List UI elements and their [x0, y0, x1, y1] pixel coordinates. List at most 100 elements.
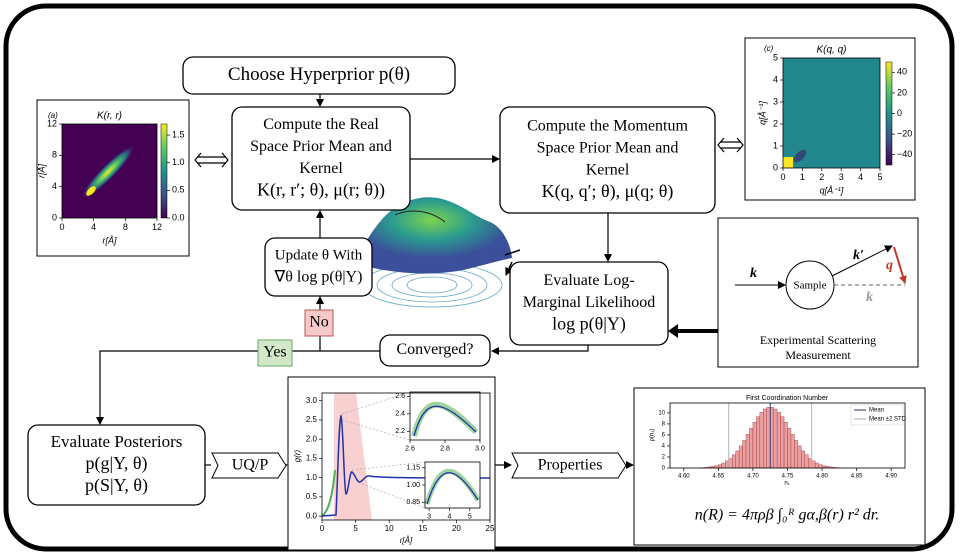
histogram-bar [722, 463, 725, 468]
box-text: Space Prior Mean and [537, 140, 679, 157]
box-text: Converged? [396, 341, 473, 358]
box-text: Evaluate Posteriors [51, 432, 183, 451]
x-axis-label: n₁ [784, 481, 789, 487]
y-axis-label: r[Å] [36, 164, 46, 179]
colorbar-label: 1.5 [172, 129, 185, 139]
legend-label: Mean [869, 408, 884, 414]
x-tick-label: 10 [385, 524, 394, 533]
box-text: Compute the Real [263, 116, 379, 133]
histogram-bar [801, 451, 804, 468]
colorbar-label: 0.5 [172, 185, 185, 195]
histogram-bar [729, 459, 732, 468]
x-tick-label: 5 [468, 513, 472, 520]
heatmap-peak [783, 157, 793, 168]
box-text: K(r, r′; θ), μ(r; θ)) [257, 180, 385, 201]
colorbar [886, 62, 892, 165]
y-tick-label: 0 [773, 162, 778, 172]
histogram-bar [763, 409, 766, 468]
uqp-label: UQ/P [232, 457, 269, 474]
colorbar-label: 0.0 [172, 212, 185, 222]
histogram-bar [812, 461, 815, 468]
plot-title: K(q, q) [816, 45, 846, 56]
heatmap-background [783, 58, 880, 168]
histogram-bar [808, 459, 811, 468]
box-text: Marginal Likelihood [523, 294, 656, 311]
y-tick-label: 2.6 [395, 393, 405, 400]
y-tick-label: 1.0 [306, 473, 318, 482]
no-label: No [309, 314, 329, 331]
y-tick-label: 5 [773, 52, 778, 62]
sample-label: Sample [794, 280, 827, 292]
y-tick-label: 0 [52, 212, 57, 222]
diagram: No Yes UQ/P Properties θ k Sample k′ q k… [0, 0, 960, 557]
box-text: Choose Hyperprior p(θ) [228, 64, 410, 85]
y-tick-label: 1 [773, 140, 778, 150]
y-axis-label: q[Å⁻¹] [757, 101, 767, 125]
histogram-bar [749, 428, 752, 468]
y-tick-label: 0.0 [306, 511, 318, 520]
panel-label: (a) [48, 111, 58, 120]
histogram-bar [784, 422, 787, 468]
histogram-bar [739, 446, 742, 468]
y-tick-label: 3.0 [306, 396, 318, 405]
histogram-bar [753, 422, 756, 468]
x-tick-label: 4.60 [678, 474, 690, 480]
x-tick-label: 4.65 [713, 474, 725, 480]
yes-label: Yes [263, 344, 286, 361]
histogram-bar [815, 463, 818, 468]
y-tick-label: 0.85 [406, 499, 420, 506]
box-text: p(g|Y, θ) [86, 453, 148, 474]
histogram-bar [743, 440, 746, 468]
y-tick-label: 1.15 [406, 465, 420, 472]
y-tick-label: 4 [52, 181, 57, 191]
x-tick-label: 1 [800, 172, 805, 182]
x-tick-label: 4 [91, 222, 96, 232]
x-tick-label: 2.8 [440, 445, 450, 452]
box-text: Kernel [586, 162, 630, 179]
x-tick-label: 25 [486, 524, 495, 533]
colorbar [161, 124, 167, 218]
y-axis-label: ρ(n₁) [650, 429, 656, 442]
x-tick-label: 15 [418, 524, 427, 533]
x-tick-label: 8 [123, 222, 128, 232]
x-tick-label: 0 [59, 222, 64, 232]
panel-label: (c) [764, 44, 774, 53]
formula: n(R) = 4πρβ ∫₀ᴿ gα,β(r) r² dr. [695, 507, 880, 525]
y-tick-label: 0.5 [306, 492, 318, 501]
y-tick-label: 2.2 [395, 428, 405, 435]
x-axis-label: q[Å⁻¹] [820, 185, 844, 195]
histogram-bar [760, 412, 763, 468]
x-tick-label: 4.70 [747, 474, 759, 480]
box-text: ∇θ log p(θ|Y) [274, 269, 363, 286]
x-tick-label: 4 [858, 172, 863, 182]
y-tick-label: 8 [52, 150, 57, 160]
histogram-bar [788, 428, 791, 468]
box-text: K(q, q′; θ), μ(q; θ) [542, 181, 674, 202]
y-tick-label: 2.4 [395, 411, 405, 418]
x-tick-label: 4.85 [851, 474, 863, 480]
histogram-bar [781, 417, 784, 468]
histogram-bar [791, 434, 794, 468]
caption: Experimental Scattering [760, 333, 876, 347]
x-axis-label: r[Å] [400, 536, 413, 545]
box-text: Space Prior Mean and [250, 138, 392, 155]
colorbar-label: 0 [897, 108, 902, 118]
histogram-bar [725, 461, 728, 468]
box-text: Update θ With [275, 247, 363, 263]
y-tick-label: 1.00 [406, 482, 420, 489]
x-tick-label: 4 [447, 513, 451, 520]
x-tick-label: 5 [877, 172, 882, 182]
histogram-bar [732, 455, 735, 468]
x-tick-label: 4.75 [782, 474, 794, 480]
histogram-bar [770, 407, 773, 468]
histogram-bar [805, 455, 808, 468]
histogram-bar [798, 446, 801, 468]
box-text: log p(θ|Y) [552, 314, 626, 335]
x-axis-label: r[Å] [102, 235, 117, 245]
colorbar-label: −40 [897, 149, 912, 159]
histogram-bar [767, 407, 770, 468]
box-text: Evaluate Log- [543, 272, 634, 289]
histogram-bar [756, 417, 759, 468]
surface-illustration: θ [352, 197, 527, 307]
colorbar-label: 20 [897, 87, 907, 97]
